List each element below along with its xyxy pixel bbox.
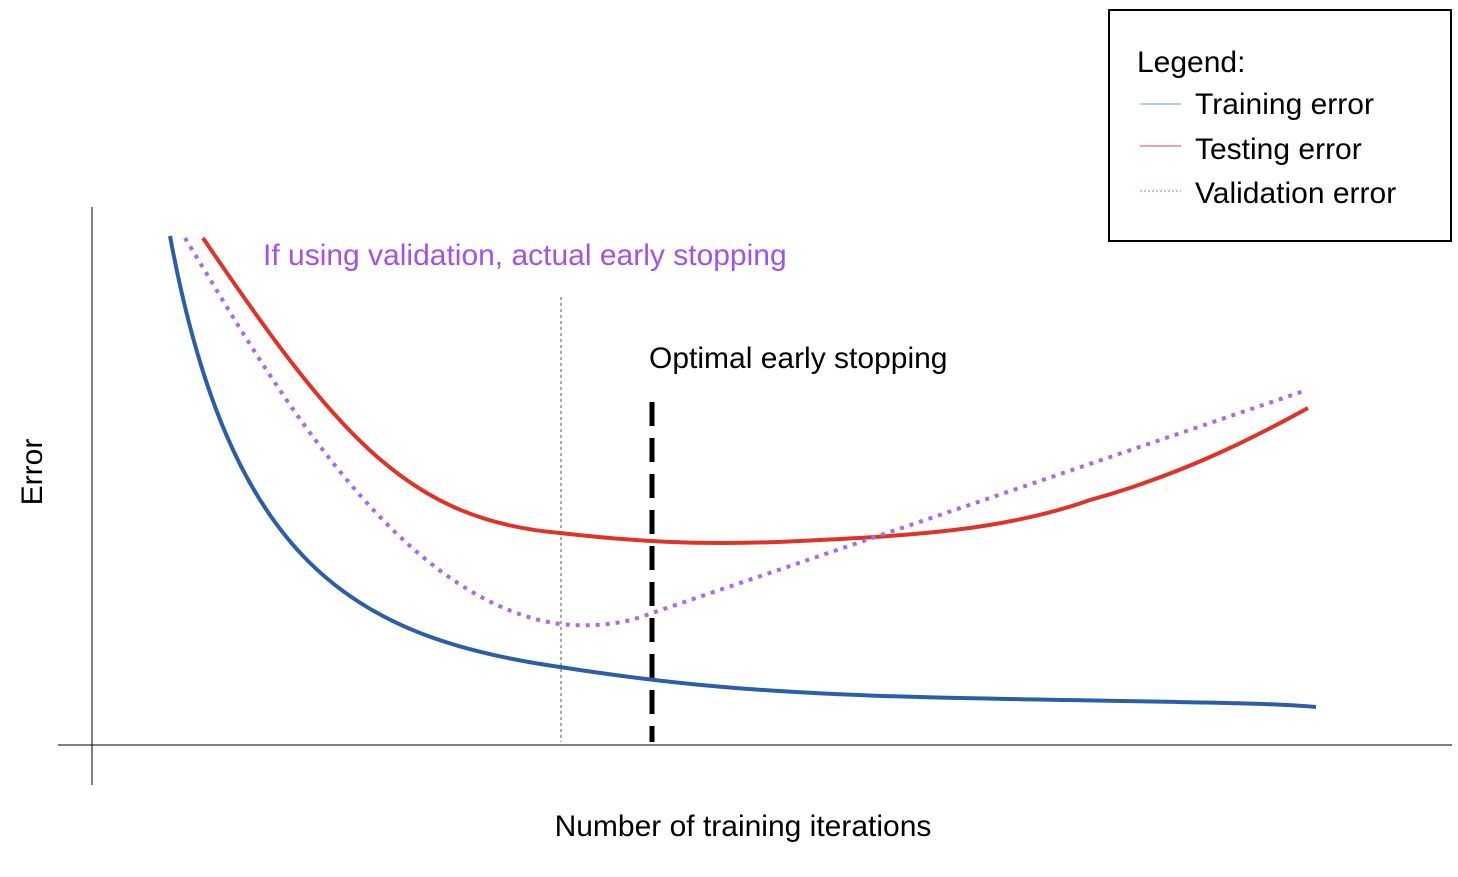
legend: Legend: Training error Testing error Val… — [1108, 9, 1452, 242]
optimal-stop-annotation: Optimal early stopping — [649, 342, 947, 375]
validation-stop-annotation: If using validation, actual early stoppi… — [263, 239, 787, 272]
legend-label-training: Training error — [1195, 88, 1374, 121]
training-error-curve — [168, 235, 1317, 709]
x-axis-label: Number of training iterations — [555, 810, 932, 843]
legend-title: Legend: — [1137, 46, 1245, 79]
legend-box — [1108, 9, 1452, 242]
legend-label-testing: Testing error — [1195, 133, 1362, 166]
validation-error-curve — [183, 236, 1308, 628]
testing-error-curve — [201, 236, 1309, 545]
y-axis-label: Error — [16, 439, 49, 506]
legend-label-validation: Validation error — [1195, 177, 1396, 210]
